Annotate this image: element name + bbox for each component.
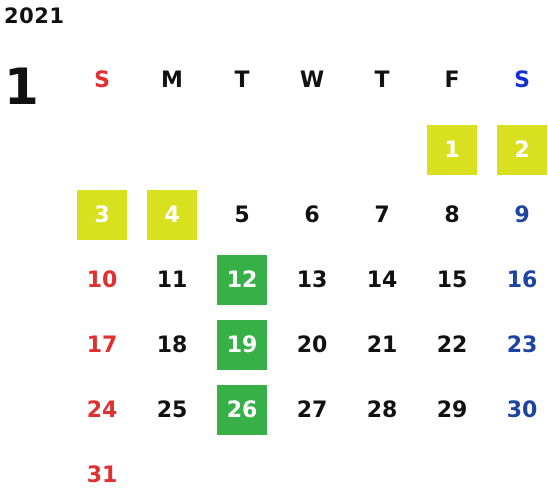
weekday-header-saturday: S [514, 67, 530, 93]
day-cell[interactable]: 28 [366, 397, 398, 423]
day-cell[interactable]: 19 [217, 320, 267, 370]
day-cell[interactable]: 4 [147, 190, 197, 240]
year-label: 2021 [4, 4, 65, 28]
day-cell[interactable]: 11 [156, 267, 188, 293]
day-cell[interactable]: 7 [374, 202, 390, 228]
weekday-header-tuesday: T [234, 67, 250, 93]
day-cell[interactable]: 17 [86, 332, 118, 358]
day-cell[interactable]: 23 [506, 332, 538, 358]
day-cell[interactable]: 27 [296, 397, 328, 423]
day-cell[interactable]: 15 [436, 267, 468, 293]
day-cell[interactable]: 18 [156, 332, 188, 358]
day-cell[interactable]: 2 [497, 125, 547, 175]
day-cell[interactable]: 30 [506, 397, 538, 423]
weekday-header-friday: F [444, 67, 460, 93]
day-cell[interactable]: 20 [296, 332, 328, 358]
day-cell[interactable]: 31 [86, 462, 118, 488]
month-number: 1 [4, 58, 39, 116]
day-cell[interactable]: 24 [86, 397, 118, 423]
day-cell[interactable]: 16 [506, 267, 538, 293]
weekday-header-wednesday: W [299, 67, 325, 93]
weekday-header-monday: M [161, 67, 183, 93]
day-cell[interactable]: 5 [234, 202, 250, 228]
day-cell[interactable]: 8 [444, 202, 460, 228]
day-cell[interactable]: 21 [366, 332, 398, 358]
day-cell[interactable]: 12 [217, 255, 267, 305]
day-cell[interactable]: 13 [296, 267, 328, 293]
day-cell[interactable]: 1 [427, 125, 477, 175]
day-cell[interactable]: 29 [436, 397, 468, 423]
day-cell[interactable]: 10 [86, 267, 118, 293]
day-cell[interactable]: 3 [77, 190, 127, 240]
day-cell[interactable]: 14 [366, 267, 398, 293]
weekday-header-thursday: T [374, 67, 390, 93]
day-cell[interactable]: 6 [304, 202, 320, 228]
weekday-header-sunday: S [94, 67, 110, 93]
day-cell[interactable]: 9 [514, 202, 530, 228]
day-cell[interactable]: 25 [156, 397, 188, 423]
day-cell[interactable]: 22 [436, 332, 468, 358]
day-cell[interactable]: 26 [217, 385, 267, 435]
